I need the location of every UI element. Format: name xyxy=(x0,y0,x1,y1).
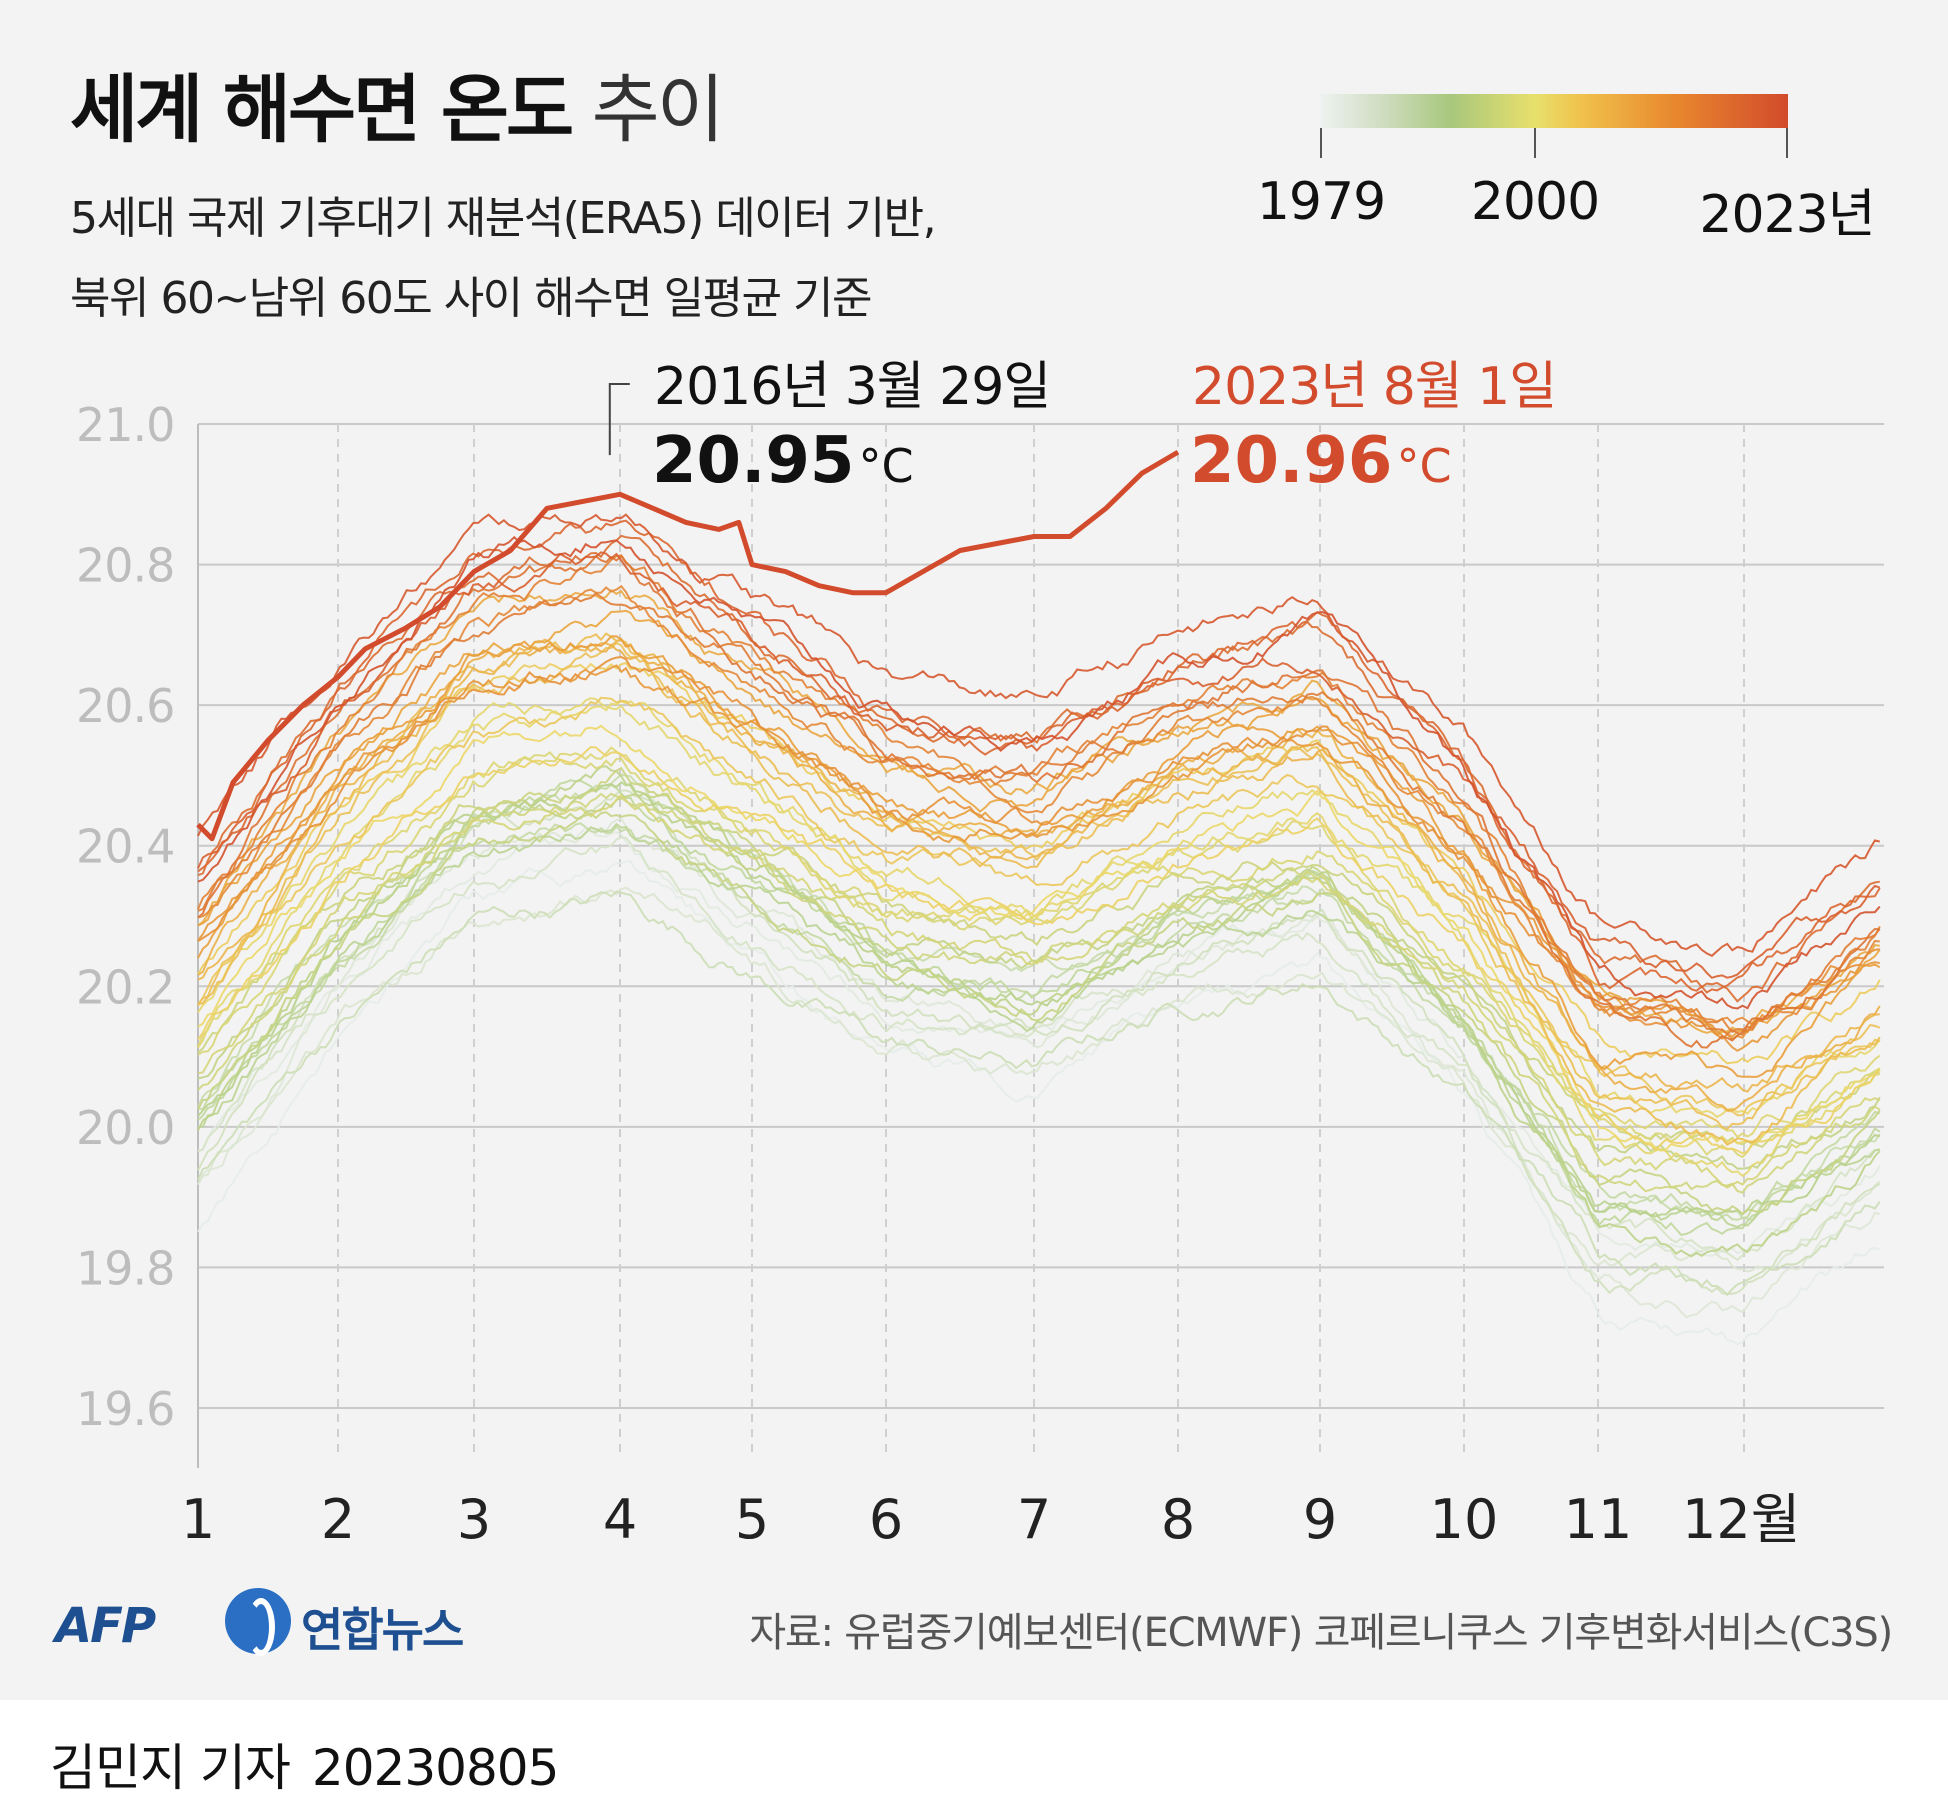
year-line-1981 xyxy=(197,817,1881,1319)
year-line-2011 xyxy=(197,635,1881,1078)
y-tick-label: 20.2 xyxy=(76,960,174,1014)
yonhap-logo-text: 연합뉴스 xyxy=(301,1603,464,1657)
year-line-1995 xyxy=(197,792,1881,1194)
annotation-2016-unit: °C xyxy=(858,439,913,493)
x-tick-label: 2 xyxy=(321,1488,355,1551)
title-bold: 세계 해수면 온도 xyxy=(70,67,574,153)
y-tick-label: 20.4 xyxy=(76,820,174,874)
year-line-2000 xyxy=(197,699,1881,1119)
year-line-1985 xyxy=(197,890,1881,1297)
legend-label-2000: 2000 xyxy=(1470,172,1600,232)
byline: 김민지 기자 20230805 xyxy=(50,1728,559,1800)
x-tick-label: 10 xyxy=(1430,1488,1499,1551)
page-title: 세계 해수면 온도 추이 xyxy=(70,50,725,157)
yonhap-logo: 연합뉴스 xyxy=(225,1588,495,1658)
x-tick-label: 8 xyxy=(1161,1488,1195,1551)
year-line-2014 xyxy=(197,584,1880,1026)
x-tick-label: 9 xyxy=(1303,1488,1337,1551)
y-tick-label: 21.0 xyxy=(76,398,174,452)
axis-labels: 21.0 20.8 20.6 20.4 20.2 20.0 19.8 19.61 2 3 4 5 6 7 8… xyxy=(76,398,1800,1551)
year-line-2003 xyxy=(197,661,1881,1065)
year-line-1982 xyxy=(197,886,1881,1273)
subtitle-line-1: 5세대 국제 기후대기 재분석(ERA5) 데이터 기반, xyxy=(70,193,937,244)
annotation-2023-unit: °C xyxy=(1396,439,1451,493)
year-line-2020 xyxy=(197,551,1881,979)
y-tick-label: 20.8 xyxy=(76,539,174,593)
series-2023-path xyxy=(196,449,1180,842)
annotation-2016-value: 20.95°C xyxy=(652,424,914,498)
year-line-2021 xyxy=(197,513,1881,957)
x-tick-label: 1 xyxy=(181,1488,215,1551)
year-line-2009 xyxy=(197,589,1880,1037)
annotation-2016-date: 2016년 3월 29일 xyxy=(654,357,1050,417)
annotation-2016-number: 20.95 xyxy=(652,424,854,498)
infographic-card: 세계 해수면 온도 추이 5세대 국제 기후대기 재분석(ERA5) 데이터 기… xyxy=(0,0,1948,1700)
year-line-2002 xyxy=(197,745,1881,1155)
year-line-2022 xyxy=(197,535,1881,1010)
year-line-2016 xyxy=(197,592,1881,1037)
historical-year-lines xyxy=(197,513,1881,1346)
y-tick-label: 19.6 xyxy=(76,1382,174,1436)
title-light: 추이 xyxy=(571,67,725,153)
x-tick-label: 7 xyxy=(1017,1488,1051,1551)
reporter-name: 김민지 기자 xyxy=(50,1739,291,1797)
x-tick-label: 4 xyxy=(603,1488,637,1551)
legend-tick-mid xyxy=(1534,128,1536,158)
year-line-1988 xyxy=(197,779,1881,1236)
x-tick-label: 6 xyxy=(869,1488,903,1551)
legend-label-1979: 1979 xyxy=(1256,172,1386,232)
year-line-2001 xyxy=(197,724,1881,1152)
sea-temperature-chart: 21.0 20.8 20.6 20.4 20.2 20.0 19.8 19.61 2 3 4 5 6 7 8… xyxy=(76,357,1884,1551)
source-credit: 자료: 유럽중기예보센터(ECMWF) 코페르니쿠스 기후변화서비스(C3S) xyxy=(749,1610,1893,1656)
year-line-1980 xyxy=(197,827,1881,1257)
year-line-2017 xyxy=(197,554,1880,1049)
year-2023-line xyxy=(196,449,1180,842)
annotation-2016-leader xyxy=(608,383,630,456)
x-tick-label: 3 xyxy=(457,1488,491,1551)
x-tick-label: 5 xyxy=(735,1488,769,1551)
year-line-2008 xyxy=(197,642,1881,1112)
year-line-1997 xyxy=(197,751,1881,1159)
legend-tick-start xyxy=(1320,128,1322,158)
afp-logo: AFP xyxy=(55,1598,156,1654)
legend-tick-end xyxy=(1786,128,1788,158)
year-line-1979 xyxy=(197,859,1881,1346)
annotation-2023-value: 20.96°C xyxy=(1190,424,1452,498)
y-tick-label: 20.0 xyxy=(76,1101,174,1155)
annotation-2023-number: 20.96 xyxy=(1190,424,1392,498)
subtitle-line-2: 북위 60~남위 60도 사이 해수면 일평균 기준 xyxy=(70,273,872,324)
publish-date: 20230805 xyxy=(311,1739,559,1797)
year-line-1996 xyxy=(197,793,1881,1189)
yonhap-mark-icon xyxy=(225,1588,291,1656)
x-tick-label: 11 xyxy=(1564,1488,1633,1551)
year-color-legend xyxy=(1320,94,1788,128)
annotation-2023-date: 2023년 8월 1일 xyxy=(1192,357,1556,417)
y-tick-label: 20.6 xyxy=(76,679,174,733)
year-line-2018 xyxy=(197,534,1880,1003)
x-tick-label: 12월 xyxy=(1682,1488,1800,1551)
year-line-1983 xyxy=(197,836,1880,1262)
y-tick-label: 19.8 xyxy=(76,1241,174,1295)
year-line-2007 xyxy=(197,637,1880,1093)
legend-label-2023: 2023년 xyxy=(1699,185,1875,245)
year-line-1993 xyxy=(197,811,1881,1216)
year-line-2005 xyxy=(197,641,1881,1131)
year-line-1989 xyxy=(198,822,1881,1228)
